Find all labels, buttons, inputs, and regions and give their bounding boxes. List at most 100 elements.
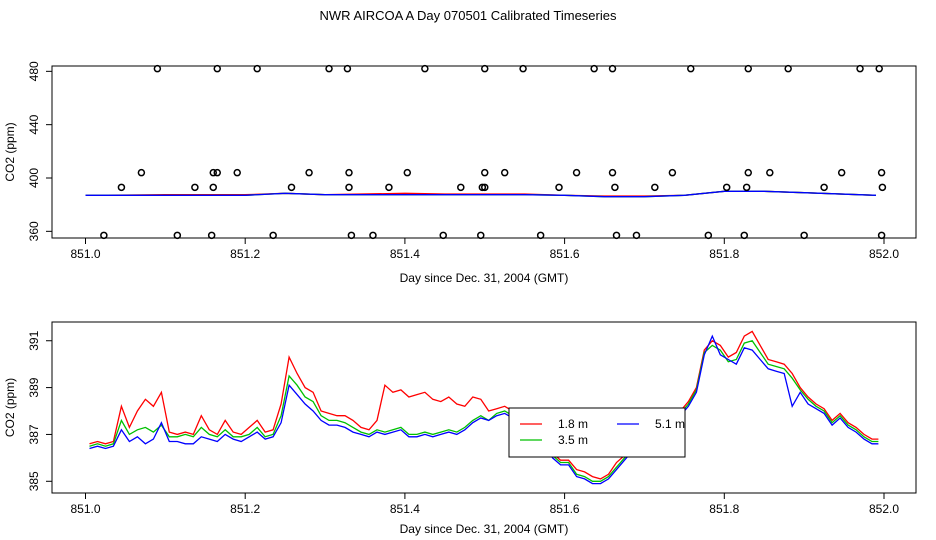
legend-label: 1.8 m [558, 417, 588, 431]
y-tick-label: 385 [27, 471, 41, 491]
data-point [744, 168, 753, 177]
data-point [369, 231, 377, 240]
series-line-1-8-m [89, 330, 879, 480]
data-point [347, 231, 356, 240]
x-tick-label: 851.8 [709, 247, 739, 261]
x-tick-label: 852.0 [869, 247, 899, 261]
x-tick-label: 851.6 [550, 502, 580, 516]
x-tick-label: 851.8 [709, 502, 739, 516]
data-point [481, 64, 489, 73]
data-point [500, 168, 509, 177]
data-point [536, 231, 545, 240]
data-point [877, 231, 886, 240]
data-point [100, 231, 108, 240]
data-point [478, 183, 487, 192]
x-tick-label: 851.6 [550, 247, 580, 261]
data-point [608, 64, 617, 73]
data-point [820, 183, 828, 192]
data-point [153, 64, 162, 73]
data-point [345, 168, 353, 177]
data-point [590, 64, 598, 73]
data-point [740, 231, 749, 240]
legend-label: 5.1 m [655, 417, 685, 431]
series-line-blue [85, 190, 877, 198]
y-tick-label: 480 [27, 61, 41, 81]
x-tick-label: 851.0 [70, 247, 100, 261]
data-point [191, 183, 199, 192]
data-point [878, 183, 887, 192]
data-point [269, 231, 277, 240]
data-point [837, 168, 846, 177]
x-tick-label: 852.0 [869, 502, 899, 516]
data-point [875, 64, 883, 73]
legend-label: 3.5 m [558, 433, 588, 447]
data-point [668, 168, 677, 177]
data-point [611, 183, 619, 192]
y-axis-label: CO2 (ppm) [3, 378, 17, 437]
data-point [325, 64, 333, 73]
data-point [572, 168, 581, 177]
data-point [481, 183, 489, 192]
data-point [612, 231, 621, 240]
y-tick-label: 360 [27, 221, 41, 241]
legend: 1.8 m 5.1 m 3.5 m [508, 407, 686, 458]
data-point [209, 183, 218, 192]
data-point [385, 183, 393, 192]
data-point [784, 64, 792, 73]
data-point [651, 183, 659, 192]
data-point [233, 168, 241, 177]
plot-area [89, 330, 879, 485]
x-axis-label: Day since Dec. 31, 2004 (GMT) [400, 271, 569, 285]
plot-frame [51, 321, 917, 494]
top-panel: 851.0 851.2 851.4 851.6 851.8 852.0 360 400 440 4… [3, 61, 917, 285]
x-tick-label: 851.2 [230, 502, 260, 516]
data-point [253, 64, 261, 73]
data-point [137, 168, 146, 177]
data-point [632, 231, 641, 240]
x-tick-label: 851.4 [390, 502, 420, 516]
y-tick-label: 400 [27, 168, 41, 188]
y-tick-label: 389 [27, 377, 41, 397]
data-point [608, 168, 617, 177]
data-point [742, 183, 751, 192]
data-point [207, 231, 216, 240]
data-point [555, 183, 563, 192]
data-point [519, 64, 527, 73]
y-tick-label: 440 [27, 114, 41, 134]
y-axis-label: CO2 (ppm) [3, 122, 17, 181]
data-point [421, 64, 429, 73]
data-point [800, 231, 808, 240]
chart-title: NWR AIRCOA A Day 070501 Calibrated Times… [319, 8, 617, 23]
series-line-5-1-m [89, 334, 879, 485]
data-point [403, 168, 412, 177]
data-point [766, 168, 774, 177]
data-point [173, 231, 182, 240]
data-point [722, 183, 731, 192]
data-point [877, 168, 886, 177]
data-point [209, 168, 218, 177]
plot-frame [51, 65, 917, 239]
data-point [213, 64, 222, 73]
bottom-panel: 851.0 851.2 851.4 851.6 851.8 852.0 385 387 389 3… [3, 321, 917, 536]
data-point [287, 183, 296, 192]
data-point [117, 183, 126, 192]
series-line-3-5-m [89, 339, 879, 482]
x-tick-label: 851.2 [230, 247, 260, 261]
data-point [213, 168, 222, 177]
plot-area [85, 190, 877, 198]
data-point [856, 64, 864, 73]
x-tick-label: 851.0 [70, 502, 100, 516]
data-point [744, 64, 753, 73]
data-point [457, 183, 465, 192]
data-point [343, 64, 352, 73]
y-tick-label: 387 [27, 424, 41, 444]
data-point [439, 231, 447, 240]
data-point [687, 64, 695, 73]
data-point [477, 231, 485, 240]
data-point [704, 231, 713, 240]
data-point [481, 168, 489, 177]
y-tick-label: 391 [27, 330, 41, 350]
data-point [305, 168, 313, 177]
x-axis-label: Day since Dec. 31, 2004 (GMT) [400, 522, 569, 536]
